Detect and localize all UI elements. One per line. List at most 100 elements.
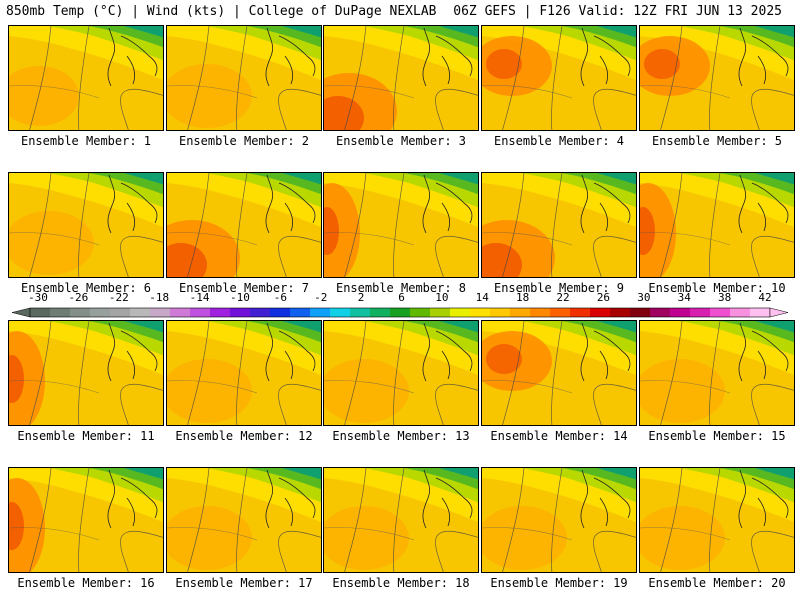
ensemble-member-label: Ensemble Member: 13 [332,429,470,443]
colorbar-swatch [290,308,311,317]
colorbar-swatch [170,308,191,317]
ensemble-map-panel [639,320,795,426]
colorbar-swatch [350,308,371,317]
colorbar-tick-label: 22 [556,291,570,304]
colorbar-tick-label: -10 [230,291,250,304]
colorbar-scale [11,307,789,318]
ensemble-member-label: Ensemble Member: 17 [175,576,313,590]
colorbar-swatch [430,308,451,317]
colorbar-swatch [250,308,271,317]
ensemble-map-panel [166,467,322,573]
colorbar-swatch [550,308,571,317]
ensemble-map-panel [323,172,479,278]
ensemble-member-label: Ensemble Member: 7 [178,281,310,295]
colorbar-tick-label: 6 [398,291,405,304]
ensemble-map-panel [8,25,164,131]
colorbar-tick-label: -2 [314,291,328,304]
colorbar-tick-label: -30 [28,291,48,304]
colorbar-swatch [670,308,691,317]
temperature-colorbar: -30 -26 -22 -18 -14 -10 -6 -2 2 6 10 14 18 22 26 30 34 38… [0,291,800,325]
colorbar-tick-label: 26 [596,291,611,304]
ensemble-map-panel [166,320,322,426]
colorbar-tick-label: 38 [717,291,732,304]
colorbar-swatch [530,308,551,317]
colorbar-tick-label: 30 [637,291,651,304]
ensemble-member-label: Ensemble Member: 10 [648,281,786,295]
colorbar-swatch [610,308,631,317]
ensemble-map-panel [481,25,637,131]
ensemble-map-panel [166,172,322,278]
colorbar-swatch [90,308,111,317]
colorbar-swatch [690,308,711,317]
ensemble-map-panel [8,467,164,573]
colorbar-max-arrow [769,307,789,318]
colorbar-swatch [130,308,151,317]
colorbar-swatch [510,308,531,317]
colorbar-tick-label: -6 [273,291,287,304]
map-title: 850mb Temp (°C) | Wind (kts) | College o… [6,4,437,19]
colorbar-min-arrow [11,307,31,318]
ensemble-member-label: Ensemble Member: 14 [490,429,628,443]
ensemble-member-label: Ensemble Member: 2 [178,134,310,148]
colorbar-swatch [490,308,511,317]
ensemble-map-panel [639,25,795,131]
colorbar-swatch [270,308,291,317]
colorbar-swatch [730,308,751,317]
colorbar-swatch [410,308,431,317]
colorbar-swatch [650,308,671,317]
colorbar-tick-label: 34 [677,291,691,304]
colorbar-tick-label: -26 [68,291,89,304]
ensemble-member-label: Ensemble Member: 9 [493,281,625,295]
colorbar-swatch [210,308,231,317]
ensemble-member-label: Ensemble Member: 15 [648,429,786,443]
ensemble-member-label: Ensemble Member: 8 [335,281,467,295]
ensemble-member-label: Ensemble Member: 18 [332,576,470,590]
ensemble-member-label: Ensemble Member: 19 [490,576,628,590]
colorbar-swatch [570,308,591,317]
colorbar-swatch [330,308,351,317]
ensemble-map-panel [323,467,479,573]
ensemble-map-panel [166,25,322,131]
ensemble-map-panel [8,172,164,278]
ensemble-map-panel [323,320,479,426]
colorbar-swatch [150,308,171,317]
colorbar-swatch [630,308,651,317]
ensemble-member-label: Ensemble Member: 1 [20,134,152,148]
colorbar-swatch [750,308,771,317]
colorbar-swatch [70,308,91,317]
colorbar-swatch [110,308,131,317]
colorbar-swatch [230,308,251,317]
colorbar-tick-label: -14 [189,291,210,304]
ensemble-member-label: Ensemble Member: 16 [17,576,155,590]
colorbar-tick-label: 18 [516,291,530,304]
colorbar-swatch [30,308,51,317]
colorbar-swatch [710,308,731,317]
ensemble-member-label: Ensemble Member: 11 [17,429,155,443]
colorbar-swatch [590,308,611,317]
colorbar-swatch [470,308,491,317]
colorbar-tick-label: -22 [108,291,129,304]
ensemble-map-panel [481,467,637,573]
colorbar-tick-label: 2 [357,291,365,304]
colorbar-swatch [190,308,211,317]
colorbar-swatch [310,308,331,317]
colorbar-swatch [390,308,411,317]
colorbar-swatch [370,308,391,317]
ensemble-member-label: Ensemble Member: 4 [493,134,625,148]
colorbar-swatch [50,308,71,317]
ensemble-map-panel [639,467,795,573]
colorbar-tick-label: 42 [758,291,772,304]
colorbar-swatch [450,308,471,317]
ensemble-map-panel [8,320,164,426]
colorbar-tick-label: -18 [149,291,170,304]
model-run-info: 06Z GEFS | F126 Valid: 12Z FRI JUN 13 20… [453,4,782,19]
ensemble-member-label: Ensemble Member: 3 [335,134,467,148]
ensemble-member-label: Ensemble Member: 20 [648,576,786,590]
colorbar-tick-label: 14 [475,291,489,304]
ensemble-map-panel [639,172,795,278]
ensemble-member-label: Ensemble Member: 5 [651,134,783,148]
ensemble-member-label: Ensemble Member: 12 [175,429,313,443]
ensemble-map-panel [481,172,637,278]
ensemble-map-panel [481,320,637,426]
colorbar-tick-label: 10 [435,291,449,304]
